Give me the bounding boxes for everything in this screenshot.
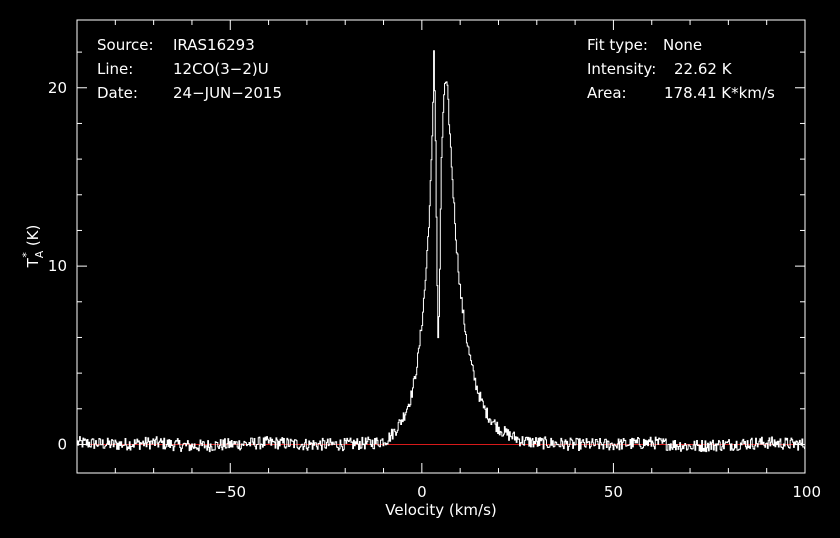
x-tick-label: 50 bbox=[604, 483, 623, 501]
info-date-key: Date: bbox=[97, 84, 138, 102]
y-axis-title-unit: (K) bbox=[24, 225, 42, 247]
y-axis-title-sup: * bbox=[20, 252, 33, 258]
y-tick-label: 10 bbox=[48, 257, 67, 275]
x-tick-labels: −50 0 50 100 bbox=[214, 483, 821, 501]
y-tick-labels: 0 10 20 bbox=[48, 79, 67, 454]
spectrum-line bbox=[77, 50, 805, 453]
plot-frame bbox=[76, 19, 806, 474]
y-axis-title-sub: A bbox=[33, 250, 46, 258]
info-fit-type-key: Fit type: bbox=[587, 36, 648, 54]
y-tick-label: 0 bbox=[57, 435, 67, 453]
info-area-value: 178.41 K*km/s bbox=[664, 84, 775, 102]
info-line-value: 12CO(3−2)U bbox=[173, 60, 269, 78]
y-axis-title: TA* (K) bbox=[20, 225, 46, 269]
info-source-key: Source: bbox=[97, 36, 154, 54]
y-axis-title-main: T bbox=[24, 257, 42, 268]
x-tick-label: 0 bbox=[417, 483, 427, 501]
spectrum-layer bbox=[77, 50, 805, 453]
info-date-value: 24−JUN−2015 bbox=[173, 84, 282, 102]
y-tick-label: 20 bbox=[48, 79, 67, 97]
info-intensity-key: Intensity: bbox=[587, 60, 656, 78]
info-block-right: Fit type: None Intensity: 22.62 K Area: … bbox=[587, 36, 775, 102]
info-intensity-value: 22.62 K bbox=[674, 60, 733, 78]
x-tick-label: 100 bbox=[792, 483, 821, 501]
x-tick-label: −50 bbox=[214, 483, 246, 501]
info-block-left: Source: IRAS16293 Line: 12CO(3−2)U Date:… bbox=[97, 36, 282, 102]
info-line-key: Line: bbox=[97, 60, 133, 78]
x-axis-title: Velocity (km/s) bbox=[385, 501, 496, 519]
info-source-value: IRAS16293 bbox=[173, 36, 255, 54]
info-fit-type-value: None bbox=[663, 36, 702, 54]
tick-layer bbox=[76, 20, 806, 473]
info-area-key: Area: bbox=[587, 84, 627, 102]
